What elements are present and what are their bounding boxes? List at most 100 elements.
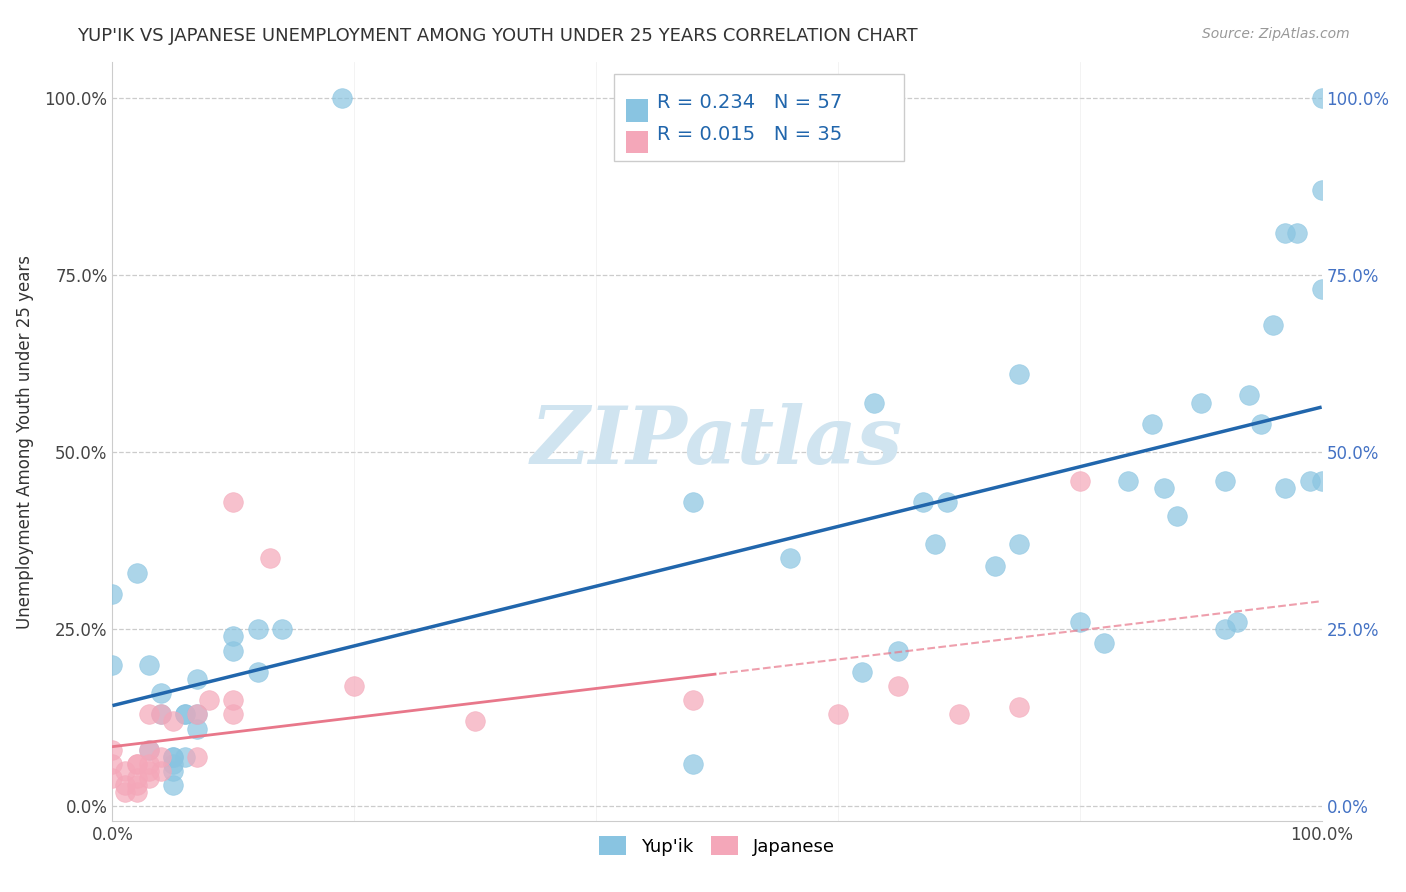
Point — [222, 495, 245, 509]
Point — [149, 686, 172, 700]
Point — [682, 756, 704, 771]
Point — [851, 665, 873, 679]
Point — [1263, 318, 1285, 332]
Point — [1116, 474, 1139, 488]
Point — [259, 551, 281, 566]
Point — [1250, 417, 1272, 431]
Point — [1237, 388, 1260, 402]
Point — [125, 756, 148, 771]
Text: YUP'IK VS JAPANESE UNEMPLOYMENT AMONG YOUTH UNDER 25 YEARS CORRELATION CHART: YUP'IK VS JAPANESE UNEMPLOYMENT AMONG YO… — [77, 27, 918, 45]
Point — [186, 750, 208, 764]
Point — [863, 395, 886, 409]
Point — [101, 743, 124, 757]
Text: Source: ZipAtlas.com: Source: ZipAtlas.com — [1202, 27, 1350, 41]
Point — [114, 764, 136, 778]
Point — [682, 495, 704, 509]
Point — [101, 771, 124, 785]
Point — [270, 623, 292, 637]
Point — [149, 750, 172, 764]
Point — [887, 679, 910, 693]
Point — [1092, 636, 1115, 650]
Point — [162, 778, 184, 792]
Point — [149, 707, 172, 722]
Point — [222, 693, 245, 707]
Point — [138, 764, 160, 778]
Point — [1286, 226, 1309, 240]
Point — [343, 679, 366, 693]
Point — [162, 714, 184, 729]
Point — [1213, 474, 1236, 488]
Point — [222, 643, 245, 657]
Point — [1274, 226, 1296, 240]
FancyBboxPatch shape — [626, 99, 648, 121]
Point — [174, 707, 197, 722]
Point — [984, 558, 1007, 573]
Point — [149, 707, 172, 722]
Point — [114, 785, 136, 799]
Point — [138, 707, 160, 722]
Point — [1274, 481, 1296, 495]
Point — [138, 743, 160, 757]
Point — [101, 587, 124, 601]
Point — [101, 657, 124, 672]
Point — [682, 693, 704, 707]
Point — [222, 629, 245, 643]
Point — [1310, 282, 1333, 296]
Legend: Yup'ik, Japanese: Yup'ik, Japanese — [591, 827, 844, 864]
Point — [464, 714, 486, 729]
Point — [198, 693, 221, 707]
Point — [138, 756, 160, 771]
Point — [186, 672, 208, 686]
Point — [1008, 368, 1031, 382]
Point — [911, 495, 934, 509]
Point — [114, 778, 136, 792]
Point — [162, 750, 184, 764]
Point — [1153, 481, 1175, 495]
Point — [101, 756, 124, 771]
Point — [924, 537, 946, 551]
Point — [1069, 615, 1091, 630]
Y-axis label: Unemployment Among Youth under 25 years: Unemployment Among Youth under 25 years — [15, 254, 34, 629]
Point — [138, 771, 160, 785]
Point — [779, 551, 801, 566]
Text: R = 0.015   N = 35: R = 0.015 N = 35 — [657, 125, 842, 144]
Point — [1069, 474, 1091, 488]
Point — [246, 623, 269, 637]
FancyBboxPatch shape — [614, 74, 904, 161]
Point — [222, 707, 245, 722]
Point — [1142, 417, 1164, 431]
Point — [887, 643, 910, 657]
Point — [162, 750, 184, 764]
Point — [138, 743, 160, 757]
FancyBboxPatch shape — [626, 130, 648, 153]
Point — [1226, 615, 1249, 630]
Point — [138, 657, 160, 672]
Point — [1310, 183, 1333, 197]
Point — [1008, 537, 1031, 551]
Point — [1310, 474, 1333, 488]
Point — [125, 785, 148, 799]
Point — [125, 566, 148, 580]
Point — [246, 665, 269, 679]
Point — [125, 771, 148, 785]
Point — [330, 91, 353, 105]
Point — [125, 756, 148, 771]
Point — [186, 722, 208, 736]
Point — [162, 756, 184, 771]
Point — [174, 707, 197, 722]
Point — [186, 707, 208, 722]
Point — [1166, 508, 1188, 523]
Point — [1213, 623, 1236, 637]
Point — [1310, 91, 1333, 105]
Point — [149, 764, 172, 778]
Point — [827, 707, 849, 722]
Point — [174, 750, 197, 764]
Text: ZIPatlas: ZIPatlas — [531, 403, 903, 480]
Point — [1008, 700, 1031, 714]
Text: R = 0.234   N = 57: R = 0.234 N = 57 — [657, 93, 842, 112]
Point — [948, 707, 970, 722]
Point — [162, 764, 184, 778]
Point — [935, 495, 957, 509]
Point — [125, 778, 148, 792]
Point — [186, 707, 208, 722]
